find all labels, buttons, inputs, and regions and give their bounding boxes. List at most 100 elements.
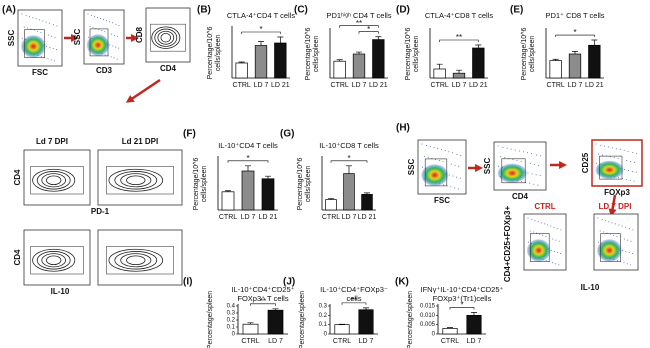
- gate: [24, 29, 45, 58]
- event: [518, 150, 520, 152]
- error-bar: [572, 51, 578, 54]
- event: [118, 47, 120, 49]
- event: [433, 147, 435, 149]
- x-tick-label: LD 7: [467, 338, 482, 345]
- contour: [36, 251, 71, 270]
- event: [558, 240, 560, 242]
- event: [545, 260, 547, 262]
- event: [623, 238, 625, 240]
- y-tick-label: 0.1: [227, 325, 236, 331]
- event: [421, 166, 423, 168]
- event: [21, 37, 23, 39]
- error-bar: [447, 327, 453, 329]
- x-tick-label: LD 7: [268, 338, 283, 345]
- event: [623, 149, 625, 151]
- gate: [529, 233, 550, 262]
- bar: [361, 194, 373, 211]
- event: [49, 46, 51, 48]
- y-tick-label: 0.2: [319, 313, 328, 319]
- density: [497, 163, 527, 183]
- panel-label: (B): [197, 5, 211, 16]
- gate: [600, 233, 621, 262]
- event: [533, 183, 535, 185]
- event: [512, 158, 514, 160]
- sig-bracket: [330, 160, 368, 163]
- error-bar: [258, 41, 264, 46]
- chart-title: IL-10⁺CD4⁺CD25⁺: [231, 285, 294, 294]
- contour: [41, 173, 66, 188]
- group-label: CTRL: [534, 202, 555, 211]
- contour: [120, 173, 152, 188]
- density: [421, 164, 449, 186]
- error-bar: [247, 322, 254, 325]
- density: [21, 35, 46, 58]
- event: [105, 20, 107, 22]
- error-bar: [363, 307, 369, 310]
- gate: [30, 246, 84, 275]
- error-bar: [436, 63, 443, 69]
- bar: [466, 314, 482, 335]
- event: [497, 165, 499, 167]
- event: [103, 19, 105, 21]
- y-axis-label: Percentage/spleen: [407, 291, 414, 348]
- flow-plot: [97, 229, 183, 286]
- event: [536, 154, 538, 156]
- event: [27, 27, 29, 29]
- x-tick-label: LD 21: [585, 82, 604, 89]
- flow-plot: [97, 149, 183, 206]
- sig-label: *: [347, 154, 350, 163]
- chart-title: CTLA-4⁺CD8 T cells: [425, 11, 494, 20]
- event: [458, 165, 460, 167]
- flow-x-label: FSC: [32, 68, 48, 77]
- event: [534, 220, 536, 222]
- event: [560, 229, 562, 231]
- sig-label: **: [351, 296, 357, 305]
- error-bar: [375, 36, 382, 40]
- sig-bracket: [449, 307, 475, 310]
- bar: [333, 60, 346, 79]
- event: [621, 249, 623, 251]
- flow-y-label: CD8: [135, 26, 144, 43]
- event: [48, 22, 50, 24]
- event: [540, 222, 542, 224]
- event: [47, 34, 49, 36]
- sig-bracket: [358, 31, 379, 34]
- error-bar: [336, 59, 343, 62]
- event: [421, 143, 423, 145]
- event: [113, 57, 115, 59]
- y-tick-label: 0.005: [420, 322, 436, 328]
- event: [635, 171, 637, 173]
- panel-label: (I): [183, 277, 192, 288]
- contour: [126, 175, 146, 186]
- event: [633, 180, 635, 182]
- flow-plot: [23, 229, 91, 286]
- bar: [254, 45, 268, 79]
- event: [629, 179, 631, 181]
- error-bar: [272, 308, 279, 311]
- panel-label: (A): [2, 5, 16, 16]
- event: [553, 250, 555, 252]
- contour: [32, 248, 76, 272]
- chart-title: IL-10⁺CD8 T cells: [319, 141, 379, 150]
- y-axis-label: Percentage/spleen: [207, 291, 214, 348]
- event: [444, 150, 446, 152]
- event: [504, 157, 506, 159]
- panel-label: (D): [396, 5, 410, 16]
- y-tick-label: 0.2: [227, 318, 236, 324]
- sig-bracket: [439, 39, 479, 42]
- event: [450, 186, 452, 188]
- event: [454, 187, 456, 189]
- event: [618, 177, 620, 179]
- y-tick-label: 0: [232, 332, 236, 338]
- gate: [501, 158, 526, 184]
- x-tick-label: CTRL: [333, 338, 351, 345]
- bar: [267, 309, 284, 335]
- event: [116, 58, 118, 60]
- event: [448, 151, 450, 153]
- event: [632, 253, 634, 255]
- event: [617, 158, 619, 160]
- flow-x-label: PD-1: [91, 207, 110, 216]
- event: [609, 156, 611, 158]
- flow-y-label: SSC: [483, 158, 492, 175]
